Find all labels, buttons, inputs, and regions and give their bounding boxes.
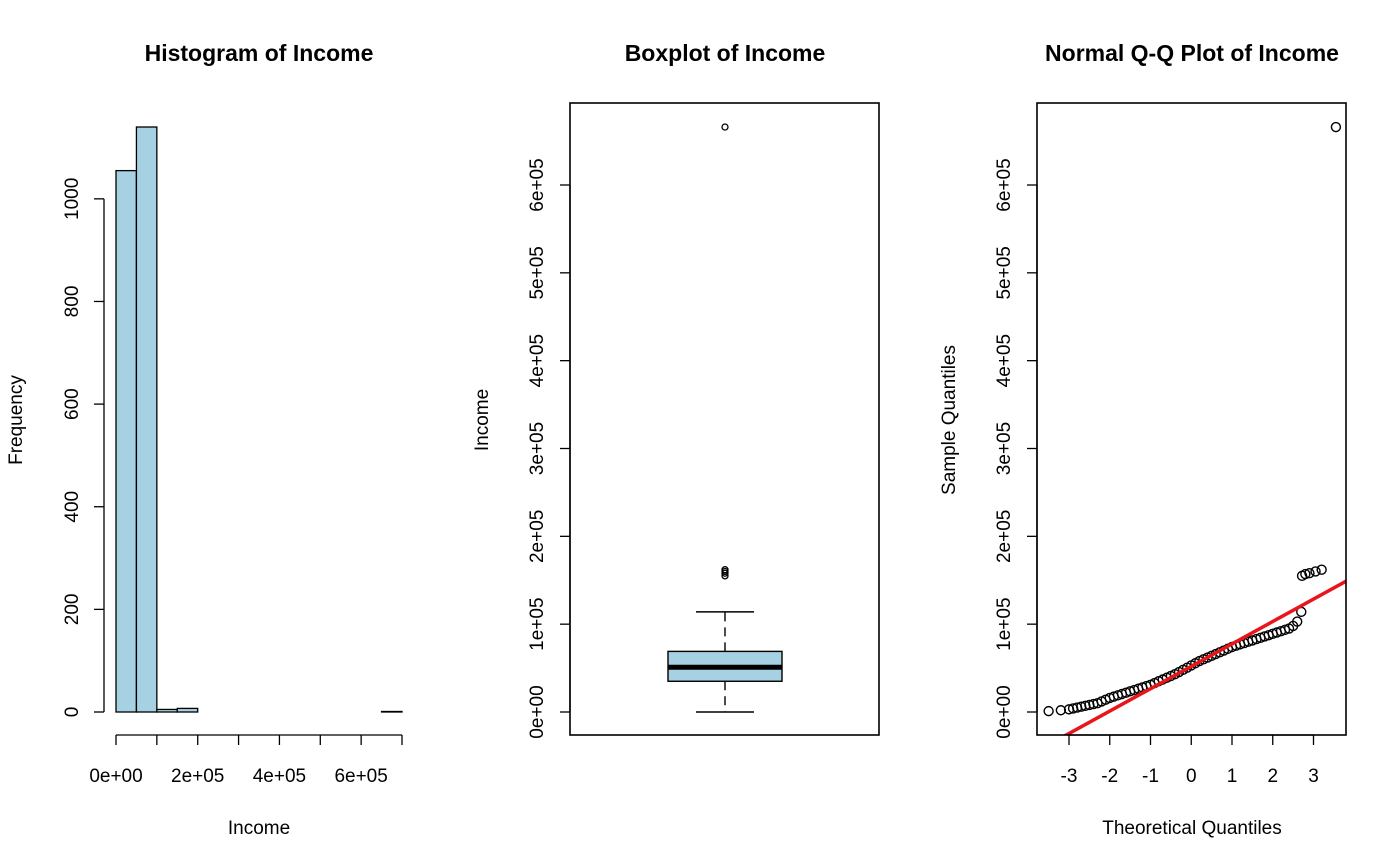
boxplot-title: Boxplot of Income (625, 40, 826, 66)
boxplot-axes: 0e+00 1e+05 2e+05 3e+05 4e+05 5e+05 6e+05 (527, 158, 571, 739)
boxplot-y-tick-label: 1e+05 (527, 597, 548, 650)
histogram-title: Histogram of Income (145, 40, 374, 66)
qq-y-tick-label: 3e+05 (994, 422, 1015, 475)
qq-reference-line-group (1062, 579, 1346, 735)
qq-x-tick-label: -1 (1142, 766, 1159, 787)
boxplot-y-tick-label: 4e+05 (527, 334, 548, 387)
qq-x-axis-label: Theoretical Quantiles (1102, 818, 1282, 839)
histogram-y-tick-label: 600 (62, 388, 83, 420)
histogram-bar (115, 169, 138, 713)
histogram-panel: Histogram of Income Income Frequency 0 20… (6, 40, 403, 839)
qq-x-tick-label: 1 (1227, 766, 1238, 787)
qq-y-tick-label: 0e+00 (994, 685, 1015, 738)
histogram-y-tick-label: 400 (62, 491, 83, 523)
boxplot-y-tick-label: 5e+05 (527, 246, 548, 299)
histogram-y-tick-label: 800 (62, 286, 83, 318)
boxplot-plot-frame (569, 102, 880, 736)
boxplot-y-tick-label: 0e+00 (527, 685, 548, 738)
boxplot-y-tick-label: 3e+05 (527, 422, 548, 475)
qq-point (1043, 705, 1054, 717)
histogram-x-tick-label: 6e+05 (334, 766, 387, 787)
qq-y-tick-label: 2e+05 (994, 510, 1015, 563)
histogram-bar (156, 708, 178, 713)
histogram-x-tick-label: 0e+00 (89, 766, 142, 787)
histogram-y-tick-label: 0 (62, 707, 83, 718)
qq-point (1304, 568, 1315, 579)
qq-title: Normal Q-Q Plot of Income (1045, 40, 1339, 66)
qq-points (1043, 121, 1342, 717)
qq-point (1310, 566, 1321, 577)
qq-y-tick-label: 6e+05 (994, 158, 1015, 211)
boxplot-y-tick-label: 6e+05 (527, 158, 548, 211)
qq-x-tick-label: -3 (1061, 766, 1078, 787)
boxplot-y-tick-label: 2e+05 (527, 510, 548, 563)
qq-x-tick-label: 2 (1267, 766, 1278, 787)
qq-x-tick-label: -2 (1101, 766, 1118, 787)
histogram-bar (380, 710, 403, 713)
histogram-bars (115, 126, 403, 713)
histogram-y-tick-label: 200 (62, 594, 83, 626)
qq-point (1291, 616, 1303, 627)
boxplot-outlier (721, 566, 729, 574)
qq-x-tick-label: 0 (1186, 766, 1197, 787)
boxplot-marks (667, 123, 783, 713)
histogram-y-tick-label: 1000 (62, 178, 83, 220)
qq-panel: Normal Q-Q Plot of Income Theoretical Qu… (939, 40, 1347, 839)
qq-y-axis-label: Sample Quantiles (939, 345, 960, 495)
qq-point (1055, 705, 1067, 716)
qq-point (1300, 568, 1311, 580)
qq-x-tick-label: 3 (1308, 766, 1319, 787)
qq-y-tick-label: 5e+05 (994, 246, 1015, 299)
histogram-x-tick-label: 2e+05 (171, 766, 224, 787)
qq-point (1316, 564, 1327, 575)
histogram-y-axis-label: Frequency (6, 375, 27, 465)
histogram-bar (176, 707, 199, 713)
qq-plot-frame (1036, 102, 1347, 736)
qq-y-tick-label: 1e+05 (994, 597, 1015, 650)
boxplot-panel: Boxplot of Income Income 0e+00 1e+05 2e+05… (472, 40, 880, 739)
histogram-axes: 0 200 400 600 800 1000 0e+00 2e+05 4e+05 6e+05 (62, 178, 403, 787)
histogram-bar (135, 126, 158, 713)
histogram-x-tick-label: 4e+05 (253, 766, 306, 787)
qq-axes: 0e+00 1e+05 2e+05 3e+05 4e+05 5e+05 6e+05 -3 -2 -… (994, 158, 1319, 787)
boxplot-outlier (721, 123, 729, 131)
qq-reference-line (1062, 579, 1346, 735)
qq-y-tick-label: 4e+05 (994, 334, 1015, 387)
boxplot-y-axis-label: Income (472, 389, 493, 451)
histogram-x-axis-label: Income (228, 818, 290, 839)
qq-point (1330, 121, 1342, 133)
